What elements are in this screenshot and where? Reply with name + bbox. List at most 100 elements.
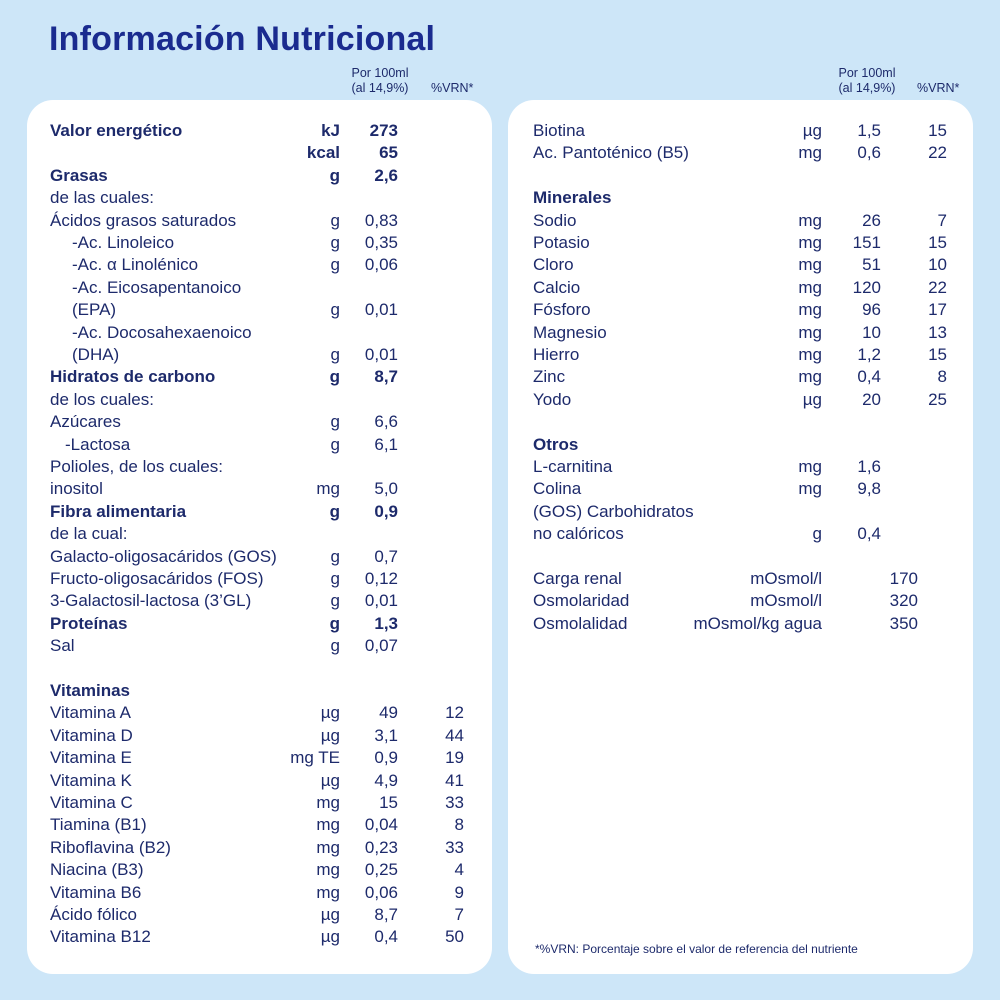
- nutrient-name: Sal: [50, 636, 75, 656]
- dilution-label: (al 14,9%): [351, 81, 409, 95]
- nutrient-row: L-carnitina mg 1,6: [533, 456, 953, 478]
- nutrient-row: Niacina (B3) mg 0,25 4: [50, 859, 470, 881]
- nutrient-row: Azúcares g 6,6: [50, 411, 470, 433]
- nutrient-vrn: 15: [928, 233, 947, 252]
- nutrient-unit: mg: [798, 345, 822, 364]
- nutrient-name: Osmolaridad: [533, 591, 630, 611]
- nutrient-row: (DHA) g 0,01: [50, 344, 470, 366]
- nutrient-value: 4,9: [374, 770, 398, 790]
- nutrient-row: Proteínas g 1,3: [50, 613, 470, 635]
- nutrient-value: 1,3: [374, 613, 398, 633]
- nutrient-vrn: 12: [445, 703, 464, 723]
- nutrient-name: no calóricos: [533, 524, 624, 544]
- per-100ml-header-left: Por 100ml (al 14,9%): [340, 66, 420, 96]
- nutrient-name: Vitamina E: [50, 748, 132, 768]
- nutrient-value: 10: [862, 322, 881, 342]
- nutrient-value: 0,23: [364, 837, 398, 857]
- nutrient-name: Fósforo: [533, 300, 591, 320]
- nutrient-name: Carga renal: [533, 569, 622, 588]
- nutrient-row: Magnesio mg 10 13: [533, 322, 953, 344]
- nutrient-name: Ac. Pantoténico (B5): [533, 143, 689, 163]
- nutrient-unit: g: [329, 501, 340, 521]
- nutrient-name: Vitamina C: [50, 793, 133, 812]
- nutrient-vrn: 13: [928, 322, 947, 342]
- nutrient-value: 6,6: [374, 412, 398, 432]
- nutrient-row: Osmolaridad mOsmol/l 320: [533, 590, 953, 612]
- nutrient-value: 96: [862, 300, 881, 320]
- nutrient-name: Magnesio: [533, 322, 607, 342]
- nutrient-name: de los cuales:: [50, 389, 154, 409]
- nutrient-row: Fructo-oligosacáridos (FOS) g 0,12: [50, 568, 470, 590]
- nutrient-row: Vitamina B6 mg 0,06 9: [50, 882, 470, 904]
- nutrient-unit: mg: [798, 322, 822, 342]
- nutrient-name: Calcio: [533, 277, 581, 297]
- nutrient-unit: mg: [316, 882, 340, 902]
- nutrient-row: Vitaminas: [50, 680, 470, 702]
- nutrient-value: 15: [379, 793, 398, 812]
- nutrient-vrn: 4: [454, 860, 464, 880]
- nutrient-name: Fructo-oligosacáridos (FOS): [50, 569, 264, 588]
- nutrient-name: Cloro: [533, 255, 574, 275]
- nutrient-name: Colina: [533, 479, 582, 499]
- nutrient-vrn: 22: [928, 277, 947, 297]
- nutrient-name: Grasas: [50, 165, 108, 185]
- nutrient-row: Vitamina C mg 15 33: [50, 792, 470, 814]
- nutrient-vrn: 25: [928, 389, 947, 409]
- nutrient-value: 0,01: [364, 591, 398, 611]
- per-100ml-label: Por 100ml: [838, 66, 896, 80]
- vrn-header-right: %VRN*: [917, 81, 960, 95]
- nutrient-value: 2,6: [374, 165, 398, 185]
- nutrient-unit: mg: [316, 815, 340, 835]
- nutrient-name: Riboflavina (B2): [50, 837, 171, 857]
- nutrient-value: 0,9: [374, 501, 398, 521]
- nutrient-name: Tiamina (B1): [50, 815, 147, 835]
- nutrient-unit: g: [330, 434, 340, 454]
- nutrient-value: 0,9: [374, 748, 398, 768]
- nutrient-value: 0,01: [364, 345, 398, 364]
- nutrient-row: inositol mg 5,0: [50, 478, 470, 500]
- nutrient-name: de la cual:: [50, 524, 128, 544]
- nutrient-unit: µg: [320, 927, 340, 947]
- nutrient-vrn: 10: [928, 255, 947, 275]
- nutrient-row: -Ac. Eicosapentanoico: [50, 277, 470, 299]
- nutrient-name: -Lactosa: [65, 434, 131, 454]
- nutrient-unit: g: [330, 300, 340, 320]
- nutrient-name: (GOS) Carbohidratos: [533, 501, 694, 521]
- nutrient-value: 0,12: [364, 569, 398, 588]
- nutrient-unit: mg TE: [290, 748, 340, 768]
- nutrient-name: inositol: [50, 479, 103, 499]
- nutrient-value: 320: [889, 591, 918, 611]
- nutrient-name: -Ac. α Linolénico: [72, 255, 199, 275]
- nutrient-vrn: 15: [928, 345, 947, 364]
- nutrient-name: Otros: [533, 434, 579, 454]
- nutrient-vrn: 8: [454, 815, 464, 835]
- nutrient-value: 120: [852, 277, 881, 297]
- nutrient-row: no calóricos g 0,4: [533, 523, 953, 545]
- nutrient-unit: mg: [316, 837, 340, 857]
- nutrient-row: -Ac. α Linolénico g 0,06: [50, 254, 470, 276]
- nutrient-value: 1,6: [857, 457, 881, 476]
- nutrient-row: Hierro mg 1,2 15: [533, 344, 953, 366]
- nutrient-value: 8,7: [374, 905, 398, 924]
- nutrient-row: -Lactosa g 6,1: [50, 434, 470, 456]
- nutrient-unit: kJ: [321, 121, 340, 140]
- nutrient-unit: µg: [802, 389, 822, 409]
- nutrient-vrn: 50: [445, 927, 464, 947]
- nutrient-row: de las cuales:: [50, 187, 470, 209]
- nutrient-value: 3,1: [374, 725, 398, 745]
- nutrient-name: -Ac. Eicosapentanoico: [72, 277, 242, 297]
- nutrient-row: (EPA) g 0,01: [50, 299, 470, 321]
- nutrient-row: Potasio mg 151 15: [533, 232, 953, 254]
- dilution-label: (al 14,9%): [838, 81, 896, 95]
- nutrient-unit: kcal: [306, 143, 340, 163]
- nutrient-value: 6,1: [374, 434, 398, 454]
- nutrient-name: Ácido fólico: [50, 905, 137, 924]
- nutrient-value: 65: [379, 143, 398, 163]
- nutrient-name: Valor energético: [50, 121, 183, 140]
- nutrient-unit: mg: [798, 210, 822, 230]
- nutrient-value: 0,25: [364, 860, 398, 880]
- nutrient-unit: mg: [798, 457, 822, 476]
- per-100ml-label: Por 100ml: [351, 66, 409, 80]
- nutrient-row: Yodo µg 20 25: [533, 389, 953, 411]
- nutrient-unit: g: [329, 165, 340, 185]
